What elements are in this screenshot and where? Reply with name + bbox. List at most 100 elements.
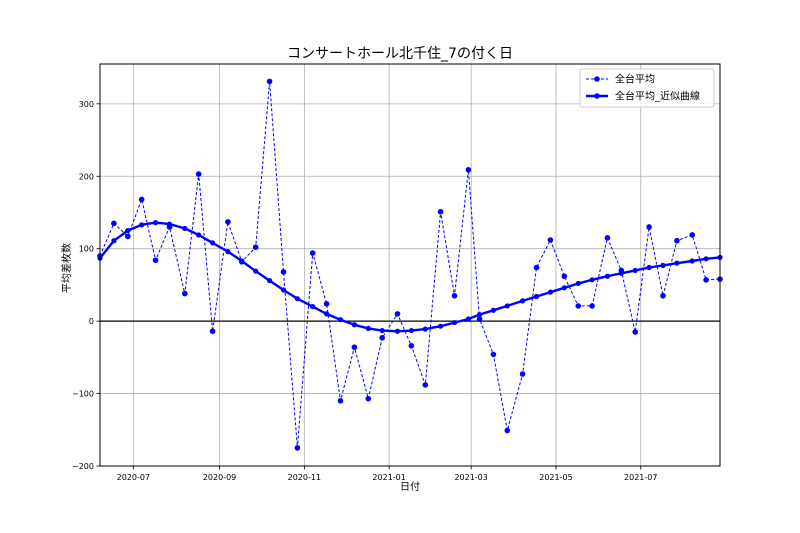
data-point-trend	[196, 232, 202, 238]
data-point-trend	[451, 319, 458, 326]
data-point-average	[437, 208, 444, 215]
data-point-trend	[182, 225, 188, 232]
data-point-trend	[575, 280, 581, 287]
data-point-average	[394, 311, 401, 317]
data-point-average	[689, 232, 695, 238]
data-point-average	[632, 329, 639, 335]
data-point-average	[181, 290, 188, 297]
data-point-trend	[153, 220, 159, 226]
data-point-trend	[589, 277, 595, 283]
data-point-trend	[533, 293, 540, 300]
data-point-average	[408, 342, 415, 349]
data-point-average	[646, 224, 652, 230]
data-point-trend	[111, 238, 117, 244]
series-line-trend	[99, 221, 721, 333]
data-point-average	[294, 445, 301, 451]
y-tick-label: −200	[72, 462, 94, 471]
data-point-average	[589, 303, 595, 309]
data-point-average	[504, 427, 511, 434]
data-point-trend	[139, 222, 145, 228]
legend-box	[579, 68, 715, 108]
data-point-average	[660, 292, 666, 299]
data-point-trend	[646, 264, 652, 271]
data-point-average	[323, 300, 330, 307]
data-point-average	[266, 78, 273, 85]
data-point-average	[337, 398, 344, 404]
data-point-average	[547, 237, 554, 243]
x-tick-label: 2021-03	[454, 473, 487, 482]
data-point-average	[533, 264, 540, 271]
legend-label: 全台平均_近似曲線	[615, 90, 700, 103]
data-point-trend	[365, 325, 371, 331]
data-point-trend	[618, 270, 624, 276]
data-point-trend	[337, 317, 344, 323]
x-tick-label: 2021-05	[539, 473, 572, 482]
data-point-trend	[437, 323, 444, 329]
data-point-average	[451, 292, 458, 299]
data-point-average	[703, 277, 709, 283]
data-point-trend	[125, 227, 131, 234]
data-point-average	[674, 237, 680, 244]
data-point-trend	[547, 289, 554, 295]
plot-frame	[99, 63, 721, 467]
x-axis-ticks: 2020-07 2020-09 2020-11 2021-01 2021-03 2021-…	[117, 466, 657, 482]
data-point-trend	[351, 322, 357, 328]
y-tick-label: 0	[89, 317, 94, 326]
data-point-trend	[394, 328, 401, 334]
data-point-trend	[294, 296, 300, 302]
data-point-average	[351, 344, 358, 351]
chart-title: コンサートホール北千住_7の付く日	[287, 46, 513, 62]
y-tick-label: 300	[79, 100, 94, 109]
data-point-trend	[379, 327, 385, 334]
data-point-average	[138, 196, 145, 203]
data-point-average	[465, 166, 472, 173]
data-point-trend	[323, 311, 330, 317]
series-group	[97, 78, 723, 451]
data-point-average	[476, 316, 483, 322]
data-point-average	[575, 303, 582, 309]
x-tick-label: 2020-09	[203, 473, 236, 482]
y-tick-label: 100	[79, 245, 94, 254]
data-point-trend	[632, 267, 638, 274]
x-tick-label: 2020-11	[288, 473, 321, 482]
data-point-average	[280, 269, 287, 275]
data-point-average	[365, 395, 372, 402]
legend-label: 全台平均	[615, 73, 655, 86]
data-point-average	[209, 328, 216, 335]
data-point-trend	[674, 260, 680, 266]
data-point-trend	[561, 285, 567, 291]
x-tick-label: 2020-07	[117, 473, 150, 482]
data-point-trend	[253, 268, 259, 274]
data-point-trend	[604, 273, 610, 279]
x-axis-label: 日付	[400, 480, 420, 493]
data-point-trend	[504, 303, 510, 309]
data-point-trend	[490, 307, 497, 313]
data-point-average	[125, 233, 131, 240]
data-point-trend	[166, 221, 173, 227]
data-point-average	[309, 250, 316, 256]
data-point-trend	[280, 287, 287, 293]
y-axis-label: 平均差枚数	[60, 243, 73, 293]
x-tick-label: 2021-01	[372, 473, 405, 482]
data-point-trend	[520, 298, 526, 304]
data-point-trend	[239, 258, 245, 264]
data-point-average	[111, 220, 117, 227]
x-tick-label: 2021-07	[624, 473, 657, 482]
legend-swatch-marker	[594, 93, 600, 99]
data-point-average	[422, 382, 429, 388]
data-point-average	[152, 257, 159, 264]
data-point-trend	[476, 312, 483, 318]
y-axis-ticks: −200 −100 0 100 200 300	[72, 100, 100, 471]
y-tick-label: 200	[79, 172, 94, 181]
y-tick-label: −100	[72, 390, 94, 399]
data-point-trend	[225, 249, 231, 255]
data-point-average	[379, 334, 385, 341]
data-point-trend	[210, 240, 216, 246]
data-point-trend	[266, 277, 273, 284]
data-point-trend	[703, 256, 709, 262]
data-point-trend	[422, 326, 428, 332]
data-point-trend	[408, 327, 414, 334]
data-point-average	[561, 273, 568, 280]
